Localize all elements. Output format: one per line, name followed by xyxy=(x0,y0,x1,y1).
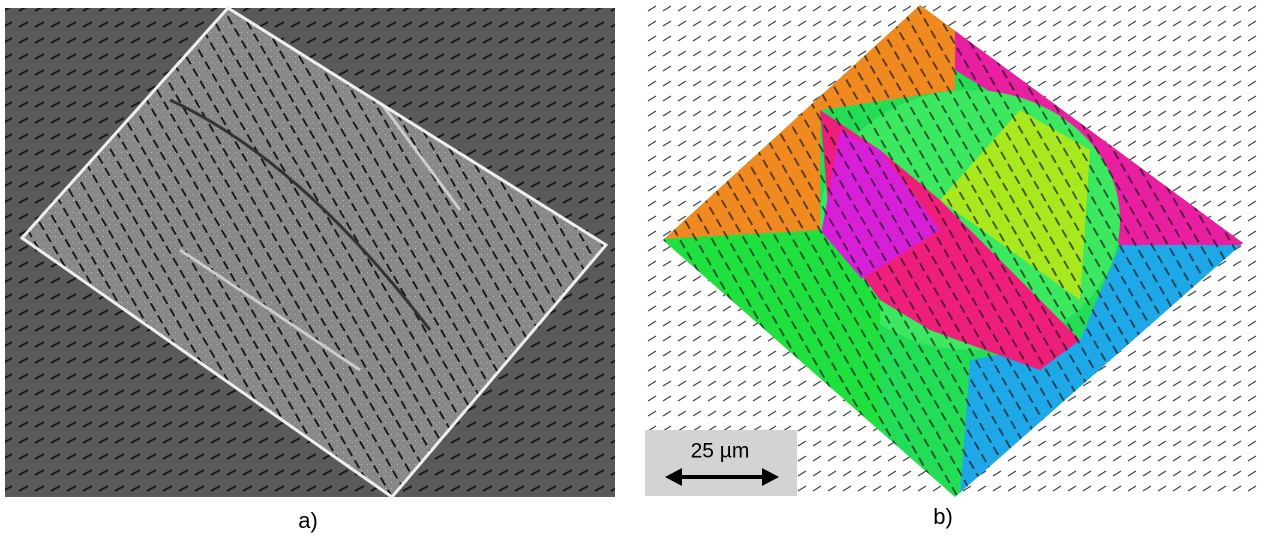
panel-label: b) xyxy=(933,504,953,529)
scale-bar-label: 25 µm xyxy=(691,440,750,463)
panel-a: a) xyxy=(5,8,615,533)
figure: a) 25 µm b) xyxy=(0,0,1265,537)
panel-label: a) xyxy=(298,508,318,533)
panel-b: 25 µm b) xyxy=(645,0,1258,529)
